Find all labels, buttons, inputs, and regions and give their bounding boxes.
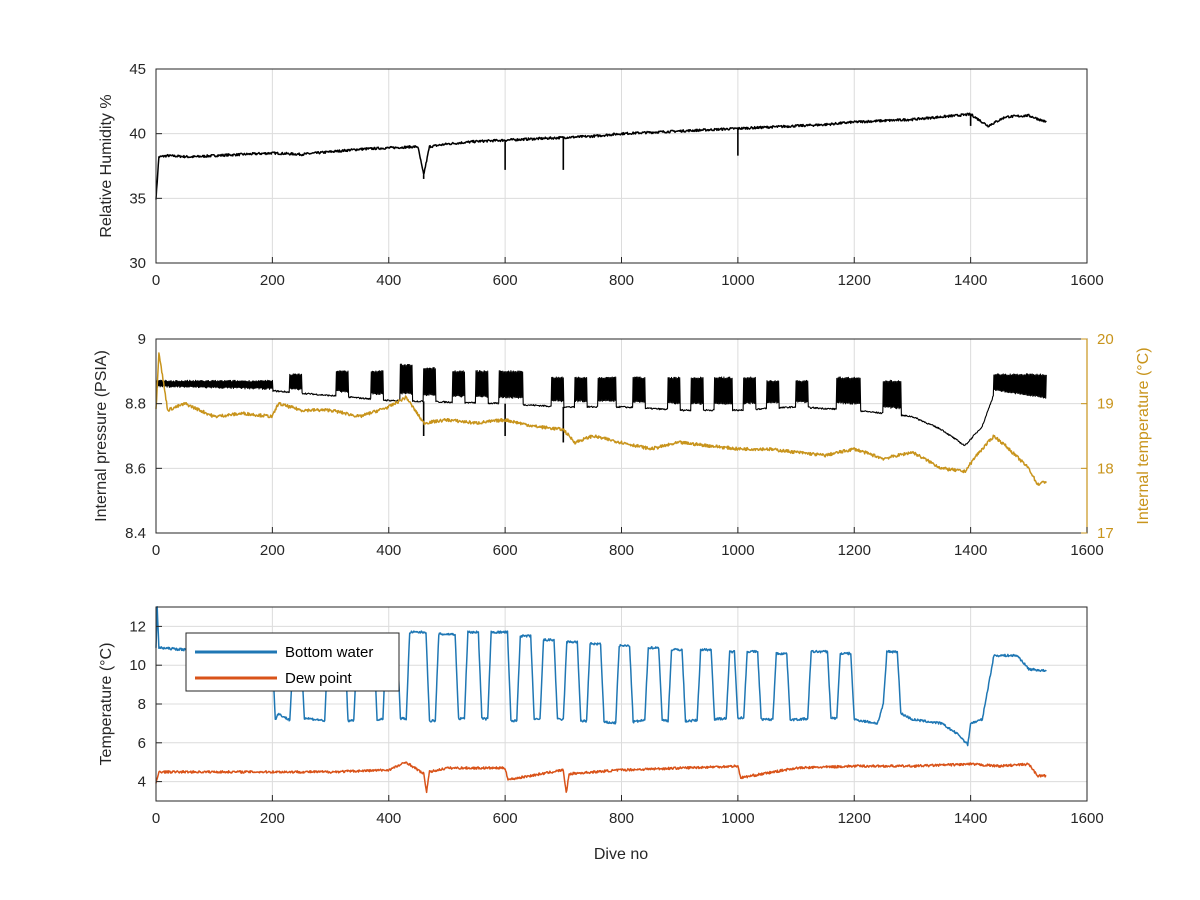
internal-temperature-y-axis-label: Internal temperature (°C) — [1135, 347, 1152, 524]
x-tick-label: 200 — [260, 810, 285, 827]
x-tick-label: 1600 — [1070, 810, 1103, 827]
x-axis-label: Dive no — [594, 846, 648, 863]
x-tick-label: 800 — [609, 810, 634, 827]
x-tick-label: 1000 — [721, 810, 754, 827]
y-right-tick-label: 18 — [1097, 460, 1114, 477]
y-tick-label: 8.4 — [125, 525, 146, 542]
x-tick-label: 1200 — [838, 810, 871, 827]
y-tick-label: 9 — [138, 331, 146, 348]
x-tick-label: 600 — [493, 810, 518, 827]
temperature-y-axis-label: Temperature (°C) — [98, 643, 115, 766]
y-right-tick-label: 19 — [1097, 396, 1114, 413]
y-tick-label: 35 — [129, 190, 146, 207]
pressure-y-axis-label: Internal pressure (PSIA) — [93, 350, 110, 522]
x-tick-label: 0 — [152, 272, 160, 289]
humidity-plot: 0 200 400 600 800 1000 1200 1400 1600 30 35 40 45 Re… — [98, 61, 1104, 289]
x-tick-label: 1400 — [954, 272, 987, 289]
legend-box — [185, 632, 400, 692]
x-tick-label: 1400 — [954, 810, 987, 827]
x-tick-label: 800 — [609, 272, 634, 289]
x-tick-label: 1400 — [954, 542, 987, 559]
y-tick-label: 8.6 — [125, 460, 146, 477]
x-tick-label: 400 — [376, 542, 401, 559]
y-tick-label: 6 — [138, 735, 146, 752]
y-tick-label: 12 — [129, 618, 146, 635]
y-right-tick-label: 17 — [1097, 525, 1114, 542]
x-tick-label: 1000 — [721, 272, 754, 289]
pressure-temperature-plot: 0 200 400 600 800 1000 1200 1400 1600 8.4 8.6 8.8 9 1… — [93, 331, 1152, 559]
temperature-plot: 0 200 400 600 800 1000 1200 1400 1600 4 6 8 10 12 Tem… — [98, 606, 1104, 863]
legend: Bottom water Dew point — [185, 632, 400, 692]
humidity-y-axis-label: Relative Humidity % — [98, 94, 115, 237]
series-line — [155, 363, 1047, 447]
y-right-tick-label: 20 — [1097, 331, 1114, 348]
x-tick-label: 200 — [260, 272, 285, 289]
x-tick-label: 1000 — [721, 542, 754, 559]
series-line — [155, 761, 1047, 794]
x-tick-label: 1200 — [838, 542, 871, 559]
y-tick-label: 45 — [129, 61, 146, 78]
x-tick-label: 1200 — [838, 272, 871, 289]
x-tick-label: 600 — [493, 542, 518, 559]
series-line — [155, 352, 1047, 486]
y-tick-label: 8 — [138, 696, 146, 713]
x-tick-label: 0 — [152, 810, 160, 827]
legend-label-bottom-water: Bottom water — [285, 644, 373, 661]
x-tick-label: 200 — [260, 542, 285, 559]
y-tick-label: 40 — [129, 126, 146, 143]
series-line — [155, 606, 1047, 747]
y-tick-label: 4 — [138, 774, 146, 791]
y-tick-label: 8.8 — [125, 396, 146, 413]
x-tick-label: 1600 — [1070, 272, 1103, 289]
x-tick-label: 0 — [152, 542, 160, 559]
y-tick-label: 30 — [129, 255, 146, 272]
x-tick-label: 1600 — [1070, 542, 1103, 559]
x-tick-label: 800 — [609, 542, 634, 559]
x-tick-label: 600 — [493, 272, 518, 289]
y-tick-label: 10 — [129, 657, 146, 674]
legend-label-dew-point: Dew point — [285, 670, 353, 687]
x-tick-label: 400 — [376, 272, 401, 289]
series-line — [155, 112, 1047, 200]
x-tick-label: 400 — [376, 810, 401, 827]
